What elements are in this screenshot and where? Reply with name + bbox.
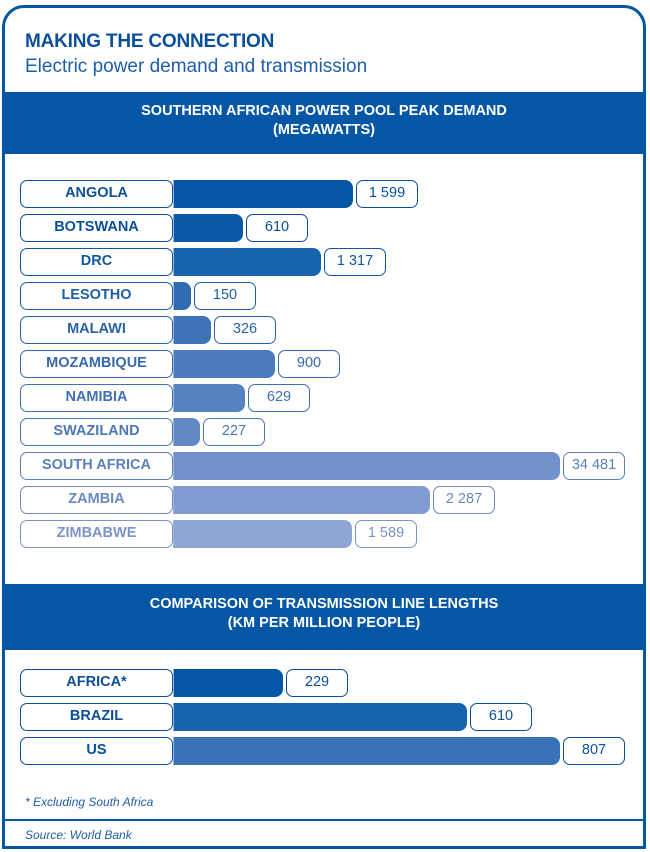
chart1-title-band: SOUTHERN AFRICAN POWER POOL PEAK DEMAND …: [5, 92, 643, 154]
infographic-frame: MAKING THE CONNECTION Electric power dem…: [2, 5, 646, 849]
page-title: MAKING THE CONNECTION: [25, 31, 275, 52]
bar-row: BOTSWANA 610: [5, 214, 643, 242]
value-label: 326: [214, 316, 276, 344]
value-label: 229: [286, 669, 348, 697]
bar: [174, 520, 352, 548]
value-label: 900: [278, 350, 340, 378]
category-label: BOTSWANA: [20, 214, 173, 242]
bar: [174, 214, 243, 242]
category-label: US: [20, 737, 173, 765]
bar-row: SOUTH AFRICA 34 481: [5, 452, 643, 480]
bar: [174, 703, 467, 731]
footnote: * Excluding South Africa: [25, 795, 154, 809]
divider: [5, 819, 643, 821]
bar-row: AFRICA* 229: [5, 669, 643, 697]
value-label: 610: [470, 703, 532, 731]
category-label: ZIMBABWE: [20, 520, 173, 548]
value-label: 807: [563, 737, 625, 765]
bar-row: NAMIBIA 629: [5, 384, 643, 412]
axis-separator: [173, 384, 174, 412]
bar: [174, 384, 245, 412]
axis-separator: [173, 703, 174, 731]
bar-row: MALAWI 326: [5, 316, 643, 344]
category-label: ANGOLA: [20, 180, 173, 208]
category-label: AFRICA*: [20, 669, 173, 697]
bar-row: MOZAMBIQUE 900: [5, 350, 643, 378]
bar: [174, 282, 191, 310]
chart2-title-line1: COMPARISON OF TRANSMISSION LINE LENGTHS: [149, 596, 499, 612]
axis-separator: [173, 282, 174, 310]
axis-separator: [173, 669, 174, 697]
bar: [174, 316, 211, 344]
value-label: 150: [194, 282, 256, 310]
bar: [174, 248, 321, 276]
bar: [174, 452, 560, 480]
category-label: BRAZIL: [20, 703, 173, 731]
bar-row: ZAMBIA 2 287: [5, 486, 643, 514]
chart1-title-line1: SOUTHERN AFRICAN POWER POOL PEAK DEMAND: [141, 103, 507, 119]
axis-separator: [173, 520, 174, 548]
category-label: MALAWI: [20, 316, 173, 344]
category-label: ZAMBIA: [20, 486, 173, 514]
bar: [174, 737, 560, 765]
value-label: 629: [248, 384, 310, 412]
category-label: SWAZILAND: [20, 418, 173, 446]
bar: [174, 350, 275, 378]
source-note: Source: World Bank: [25, 828, 132, 842]
value-label: 610: [246, 214, 308, 242]
bar-row: ZIMBABWE 1 589: [5, 520, 643, 548]
chart2-title-line2: (KM PER MILLION PEOPLE): [227, 615, 421, 631]
axis-separator: [173, 737, 174, 765]
bar-row: DRC 1 317: [5, 248, 643, 276]
category-label: SOUTH AFRICA: [20, 452, 173, 480]
bar-row: SWAZILAND 227: [5, 418, 643, 446]
axis-separator: [173, 418, 174, 446]
bar-row: ANGOLA 1 599: [5, 180, 643, 208]
value-label: 1 589: [355, 520, 417, 548]
value-label: 1 317: [324, 248, 386, 276]
axis-separator: [173, 350, 174, 378]
bar: [174, 418, 200, 446]
value-label: 1 599: [356, 180, 418, 208]
bar-row: US 807: [5, 737, 643, 765]
axis-separator: [173, 248, 174, 276]
axis-separator: [173, 214, 174, 242]
axis-separator: [173, 180, 174, 208]
bar: [174, 180, 353, 208]
category-label: MOZAMBIQUE: [20, 350, 173, 378]
page-subtitle: Electric power demand and transmission: [25, 56, 368, 77]
chart1-title-line2: (MEGAWATTS): [272, 122, 376, 138]
axis-separator: [173, 316, 174, 344]
axis-separator: [173, 486, 174, 514]
bar-row: BRAZIL 610: [5, 703, 643, 731]
chart2-title-band: COMPARISON OF TRANSMISSION LINE LENGTHS …: [5, 584, 643, 650]
bar-row: LESOTHO 150: [5, 282, 643, 310]
bar: [174, 486, 430, 514]
category-label: DRC: [20, 248, 173, 276]
category-label: LESOTHO: [20, 282, 173, 310]
axis-separator: [173, 452, 174, 480]
value-label: 227: [203, 418, 265, 446]
value-label: 34 481: [563, 452, 625, 480]
bar: [174, 669, 283, 697]
value-label: 2 287: [433, 486, 495, 514]
category-label: NAMIBIA: [20, 384, 173, 412]
